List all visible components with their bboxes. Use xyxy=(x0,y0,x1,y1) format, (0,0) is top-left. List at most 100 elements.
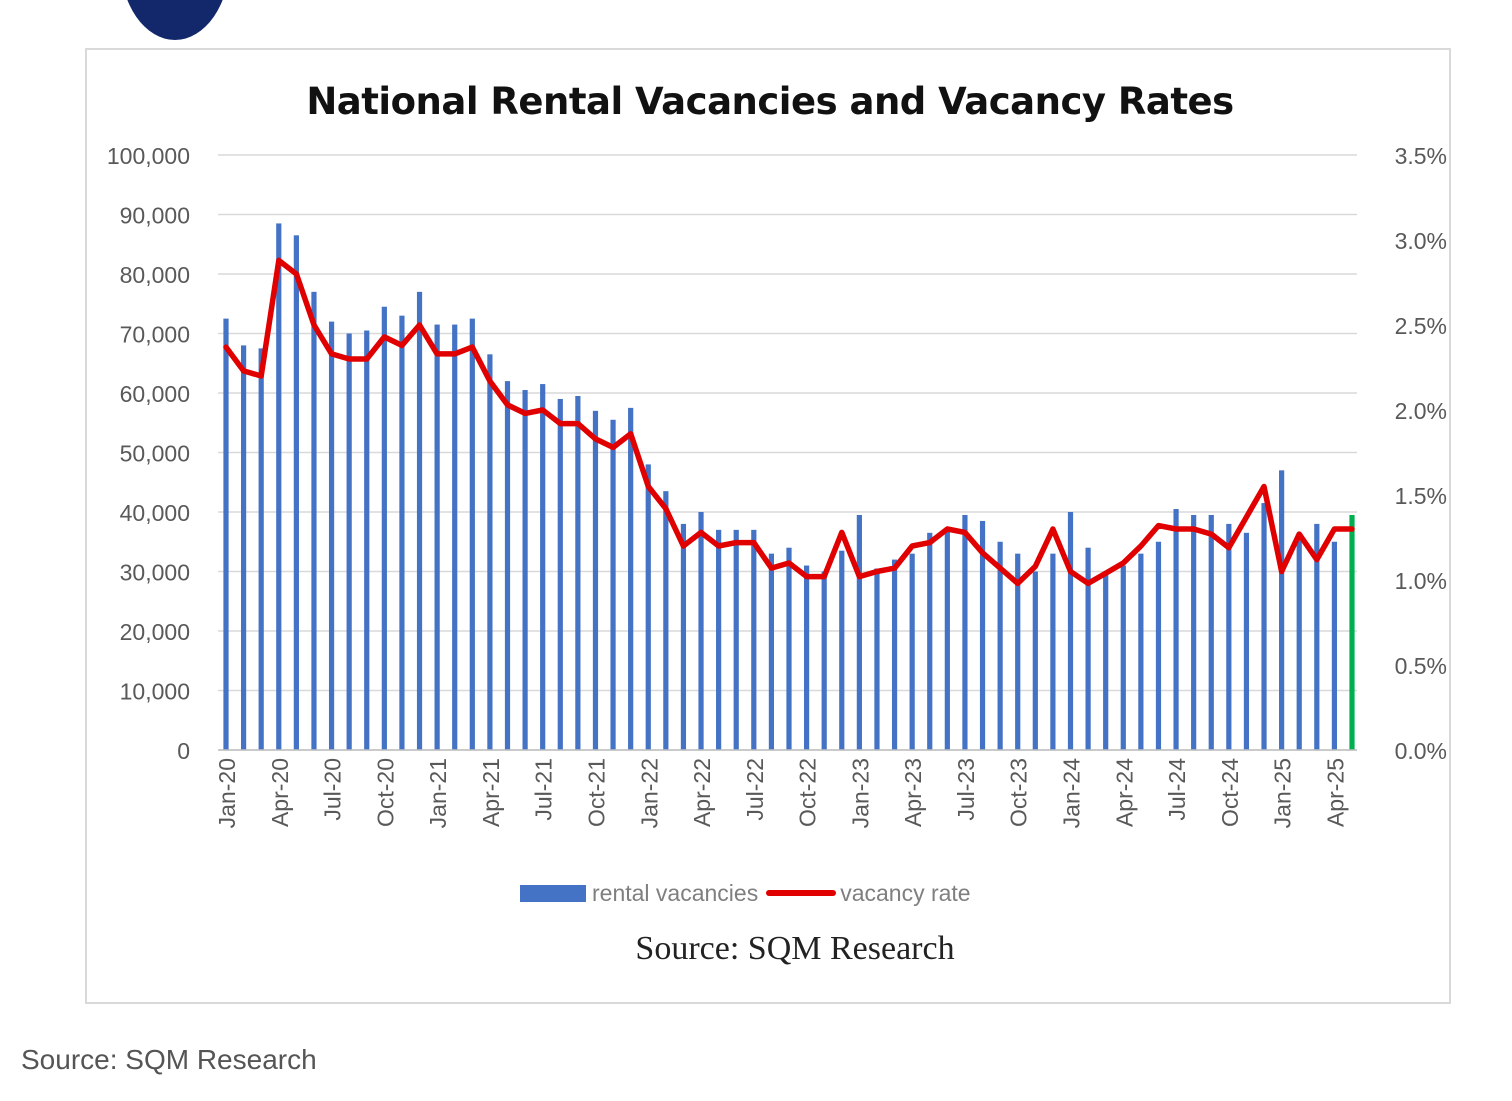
left-axis-tick-label: 70,000 xyxy=(120,322,190,348)
bar-rental-vacancies xyxy=(434,324,440,750)
left-axis-tick-label: 0 xyxy=(177,738,190,764)
x-axis-tick-label: Jul-20 xyxy=(320,758,346,821)
right-axis-tick-label: 0.5% xyxy=(1395,653,1447,679)
bar-rental-vacancies xyxy=(856,514,862,750)
bar-rental-vacancies xyxy=(979,520,986,750)
x-axis-tick-label: Jul-24 xyxy=(1164,758,1190,821)
bar-rental-vacancies xyxy=(768,553,775,750)
bar-rental-vacancies xyxy=(962,514,968,750)
x-axis-tick-label: Apr-22 xyxy=(689,758,715,827)
bar-rental-vacancies xyxy=(874,568,880,750)
right-axis-tick-label: 0.0% xyxy=(1395,738,1447,764)
chart-legend: rental vacancies vacancy rate xyxy=(520,876,971,910)
x-axis-tick-label: Jan-20 xyxy=(214,758,240,828)
bar-rental-vacancies xyxy=(1155,541,1162,750)
bar-rental-vacancies xyxy=(1103,571,1109,750)
left-axis-tick-label: 20,000 xyxy=(120,619,190,645)
x-axis-tick-label: Jul-22 xyxy=(742,758,768,821)
bar-rental-vacancies xyxy=(610,419,616,750)
bar-rental-vacancies xyxy=(733,529,739,750)
chart-title: National Rental Vacancies and Vacancy Ra… xyxy=(306,80,1234,123)
bar-rental-vacancies xyxy=(487,354,493,750)
right-axis-tick-label: 1.5% xyxy=(1395,483,1447,509)
right-axis-tick-label: 2.0% xyxy=(1395,398,1447,424)
image-caption: Source: SQM Research xyxy=(21,1044,317,1075)
left-axis-tick-label: 90,000 xyxy=(120,203,190,229)
bar-rental-vacancies xyxy=(716,529,722,750)
bar-rental-vacancies xyxy=(1261,503,1267,750)
legend-swatch-rental-vacancies xyxy=(520,884,586,902)
bar-rental-vacancies xyxy=(909,553,915,750)
bar-rental-vacancies xyxy=(645,464,651,750)
line-vacancy-rate xyxy=(223,257,1355,587)
bar-rental-vacancies xyxy=(628,407,634,750)
bar-rental-vacancies xyxy=(663,491,669,750)
bar-rental-vacancies xyxy=(1279,470,1285,750)
bar-rental-vacancies xyxy=(364,330,370,750)
bar-rental-vacancies xyxy=(381,306,387,750)
x-axis-tick-label: Oct-23 xyxy=(1006,758,1032,827)
x-axis-tick-label: Oct-24 xyxy=(1217,758,1243,827)
bar-rental-vacancies xyxy=(504,381,511,750)
x-axis-tick-label: Jan-22 xyxy=(636,758,662,828)
bar-rental-vacancies xyxy=(540,384,546,750)
bar-rental-vacancies xyxy=(399,315,405,750)
right-axis-tick-label: 3.0% xyxy=(1395,228,1447,254)
x-axis-tick-label: Apr-24 xyxy=(1111,758,1137,827)
bar-rental-vacancies xyxy=(1032,571,1038,750)
x-axis-tick-label: Jul-23 xyxy=(953,758,979,821)
bar-rental-vacancies xyxy=(1050,553,1056,750)
bar-rental-vacancies xyxy=(1015,553,1021,750)
bar-rental-vacancies xyxy=(680,523,687,750)
chart-source-note: Source: SQM Research xyxy=(635,930,955,967)
x-axis-tick-label: Apr-23 xyxy=(900,758,926,827)
left-axis-tick-label: 40,000 xyxy=(120,500,190,526)
x-axis-tick-label: Oct-21 xyxy=(583,758,609,827)
x-axis-tick-label: Apr-25 xyxy=(1322,758,1348,827)
bar-rental-vacancies xyxy=(786,547,792,750)
right-axis-tick-label: 1.0% xyxy=(1395,568,1447,594)
bar-rental-vacancies xyxy=(1208,514,1214,750)
bar-rental-vacancies xyxy=(698,512,704,750)
bar-rental-vacancies xyxy=(1138,553,1144,750)
x-axis-tick-label: Apr-21 xyxy=(478,758,504,827)
left-axis-tick-label: 30,000 xyxy=(120,560,190,586)
bar-rental-vacancies xyxy=(1243,532,1250,750)
x-axis-tick-label: Jul-21 xyxy=(531,758,557,821)
bar-rental-vacancies xyxy=(751,529,757,750)
bar-rental-vacancies xyxy=(276,223,282,751)
bar-rental-vacancies xyxy=(592,410,599,750)
bar-rental-vacancies xyxy=(1314,523,1320,750)
bar-rental-vacancies xyxy=(293,235,299,750)
bar-rental-vacancies xyxy=(575,395,581,750)
bar-rental-vacancies xyxy=(557,398,563,750)
legend-swatch-vacancy-rate xyxy=(766,890,837,896)
bar-rental-vacancies xyxy=(452,324,458,750)
x-axis-tick-label: Jan-25 xyxy=(1270,758,1296,828)
bar-rental-vacancies xyxy=(891,559,898,750)
bar-rental-vacancies xyxy=(1173,509,1179,750)
bar-rental-vacancies xyxy=(1349,514,1355,750)
bar-rental-vacancies xyxy=(839,550,845,750)
bar-rental-vacancies xyxy=(328,321,335,750)
x-axis-tick-label: Oct-20 xyxy=(372,758,398,827)
legend-label-rental-vacancies: rental vacancies xyxy=(592,879,759,906)
left-axis-tick-label: 100,000 xyxy=(107,143,190,169)
bar-rental-vacancies xyxy=(1296,535,1302,750)
x-axis-tick-label: Apr-20 xyxy=(267,758,293,827)
bar-rental-vacancies xyxy=(346,333,352,750)
bar-rental-vacancies xyxy=(223,318,229,750)
bar-rental-vacancies xyxy=(944,529,950,750)
x-axis-tick-label: Jan-21 xyxy=(425,758,451,828)
bar-rental-vacancies xyxy=(1085,547,1091,750)
left-axis-tick-label: 50,000 xyxy=(120,441,190,467)
bar-rental-vacancies xyxy=(311,291,317,750)
bar-rental-vacancies xyxy=(997,541,1003,750)
left-axis-tick-label: 80,000 xyxy=(120,262,190,288)
bar-rental-vacancies xyxy=(821,571,827,750)
bar-rental-vacancies xyxy=(927,532,933,750)
bar-rental-vacancies xyxy=(522,390,528,750)
x-axis-tick-label: Jan-24 xyxy=(1059,758,1085,829)
bar-rental-vacancies xyxy=(1226,523,1232,750)
